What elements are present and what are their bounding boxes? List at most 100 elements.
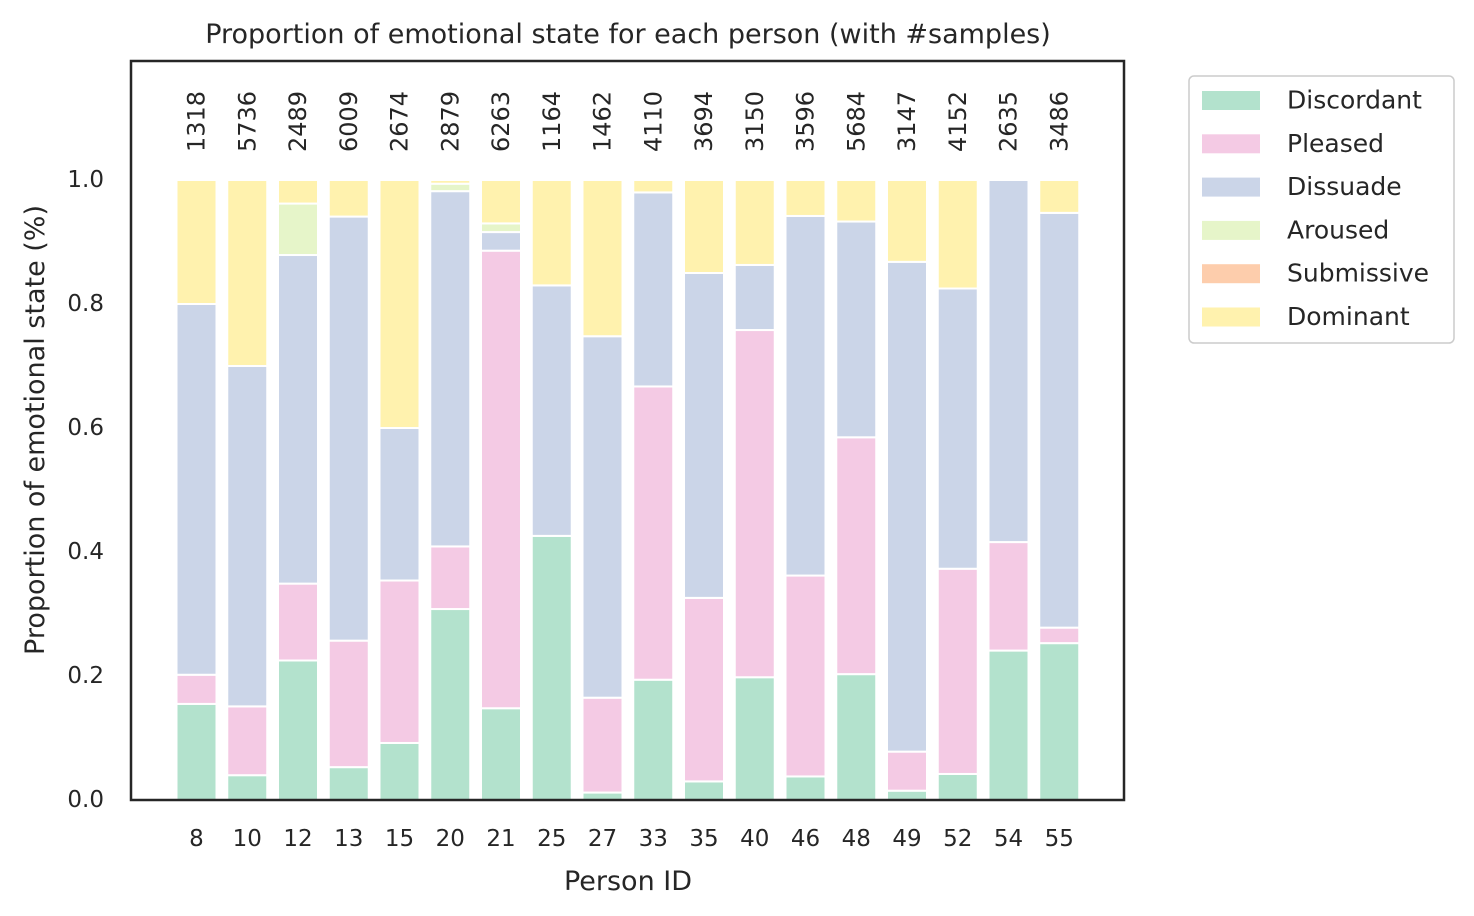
sample-count-27: 1462 (589, 91, 617, 152)
y-tick-label: 0.6 (67, 415, 104, 441)
x-tick-label: 15 (385, 826, 414, 852)
bar-segment-aroused-21 (480, 222, 522, 234)
bar-segment-discordant-25 (530, 534, 573, 801)
x-tick-label: 46 (791, 826, 820, 852)
bar-segment-dissuade-40 (733, 263, 776, 332)
bar-segment-dissuade-48 (835, 220, 878, 439)
bar-segment-discordant-21 (480, 707, 522, 801)
bar-segment-discordant-54 (987, 649, 1030, 802)
bar-segment-discordant-48 (835, 673, 878, 802)
x-axis-label: Person ID (564, 866, 692, 897)
bar-segment-discordant-55 (1038, 642, 1081, 802)
bar-segment-dissuade-27 (581, 335, 624, 699)
sample-count-10: 5736 (233, 91, 261, 152)
bar-segment-pleased-10 (226, 705, 269, 777)
bar-segment-discordant-12 (277, 659, 319, 801)
sample-count-8: 1318 (183, 91, 211, 152)
bar-segment-pleased-12 (277, 582, 319, 662)
sample-count-12: 2489 (284, 91, 312, 152)
y-tick-label: 0.4 (67, 539, 104, 565)
sample-count-48: 5684 (842, 91, 870, 152)
legend-label-dissuade: Dissuade (1287, 172, 1402, 201)
sample-count-33: 4110 (639, 91, 667, 152)
y-tick-label: 0.8 (67, 291, 104, 317)
bar-segment-dissuade-20 (429, 190, 472, 548)
bar-segment-pleased-21 (480, 249, 522, 710)
bar-segment-dissuade-21 (480, 231, 522, 252)
y-axis-ticks: 0.0 0.2 0.4 0.6 0.8 1.0 (67, 167, 104, 813)
bar-segment-dissuade-12 (277, 254, 319, 585)
bar-segment-discordant-35 (683, 780, 725, 802)
legend-swatch-discordant (1202, 91, 1260, 110)
bar-segment-pleased-54 (987, 541, 1030, 652)
plot-frame (129, 59, 1126, 802)
bar-segment-discordant-49 (886, 789, 928, 802)
sample-count-13: 6009 (335, 91, 363, 152)
bar-segment-pleased-49 (886, 750, 928, 792)
bar-segment-dominant-10 (226, 179, 269, 367)
y-tick-label: 0.2 (67, 663, 104, 689)
bar-segment-discordant-10 (226, 774, 269, 802)
bar-segment-dominant-27 (581, 179, 624, 338)
bar-segment-dominant-49 (886, 179, 928, 263)
bar-segment-dissuade-54 (987, 179, 1030, 544)
bar-segment-dissuade-15 (378, 427, 421, 582)
x-tick-label: 49 (892, 826, 921, 852)
bar-segment-dissuade-33 (632, 191, 675, 388)
legend-swatch-dominant (1202, 307, 1260, 327)
bar-segment-dissuade-13 (327, 215, 370, 642)
bar-segment-dominant-46 (784, 179, 827, 217)
bar-segment-dissuade-10 (226, 365, 269, 708)
bar-segment-dissuade-35 (683, 272, 725, 599)
bar-segment-dominant-8 (175, 179, 218, 305)
x-tick-label: 55 (1045, 826, 1074, 852)
bar-segment-discordant-52 (936, 772, 979, 802)
bar-segment-dominant-52 (936, 179, 979, 290)
legend-label-aroused: Aroused (1287, 215, 1389, 244)
y-axis-label: Proportion of emotional state (%) (20, 205, 51, 655)
bar-segment-dominant-25 (530, 179, 573, 287)
legend-swatch-pleased (1202, 134, 1260, 154)
sample-count-46: 3596 (792, 91, 820, 152)
sample-count-25: 1164 (538, 91, 566, 152)
bar-segment-discordant-33 (632, 678, 675, 801)
sample-count-40: 3150 (741, 91, 769, 152)
bar-segment-dominant-33 (632, 179, 675, 194)
x-tick-label: 54 (994, 826, 1023, 852)
x-tick-label: 10 (233, 826, 262, 852)
x-tick-label: 40 (740, 826, 769, 852)
y-tick-label: 0.0 (67, 787, 104, 813)
bar-segment-pleased-35 (683, 596, 725, 783)
bar-segment-dominant-55 (1038, 179, 1081, 214)
x-tick-label: 20 (436, 826, 465, 852)
bar-segment-aroused-12 (277, 202, 319, 257)
x-tick-label: 21 (486, 826, 515, 852)
legend-swatch-dissuade (1202, 177, 1260, 197)
x-axis-ticks: 8 10 12 13 15 20 21 25 27 33 35 40 46 48 49 52 54 55 (189, 826, 1074, 852)
x-tick-label: 13 (334, 826, 363, 852)
sample-count-54: 2635 (995, 91, 1023, 152)
sample-count-21: 6263 (487, 91, 515, 152)
legend: Discordant Pleased Dissuade Aroused Submissi… (1188, 75, 1455, 344)
bar-segment-dominant-12 (277, 179, 319, 205)
x-tick-label: 25 (537, 826, 566, 852)
bar-segment-dominant-40 (733, 179, 776, 266)
bar-segment-discordant-15 (378, 741, 421, 802)
legend-label-discordant: Discordant (1287, 86, 1422, 115)
bar-segment-dominant-20 (429, 179, 472, 185)
legend-label-dominant: Dominant (1287, 302, 1410, 331)
sample-count-15: 2674 (386, 91, 414, 152)
bar-segment-dominant-21 (480, 179, 522, 225)
bar-segment-dissuade-49 (886, 260, 928, 753)
legend-label-submissive: Submissive (1287, 259, 1429, 288)
bar-segment-pleased-33 (632, 385, 675, 681)
bar-segment-discordant-40 (733, 676, 776, 801)
bar-segment-discordant-8 (175, 702, 218, 802)
sample-count-49: 3147 (893, 91, 921, 152)
sample-count-52: 4152 (944, 91, 972, 152)
bar-segment-discordant-46 (784, 775, 827, 802)
sample-count-20: 2879 (436, 91, 464, 152)
bar-segment-dissuade-55 (1038, 211, 1081, 629)
bar-segment-dominant-35 (683, 179, 725, 274)
